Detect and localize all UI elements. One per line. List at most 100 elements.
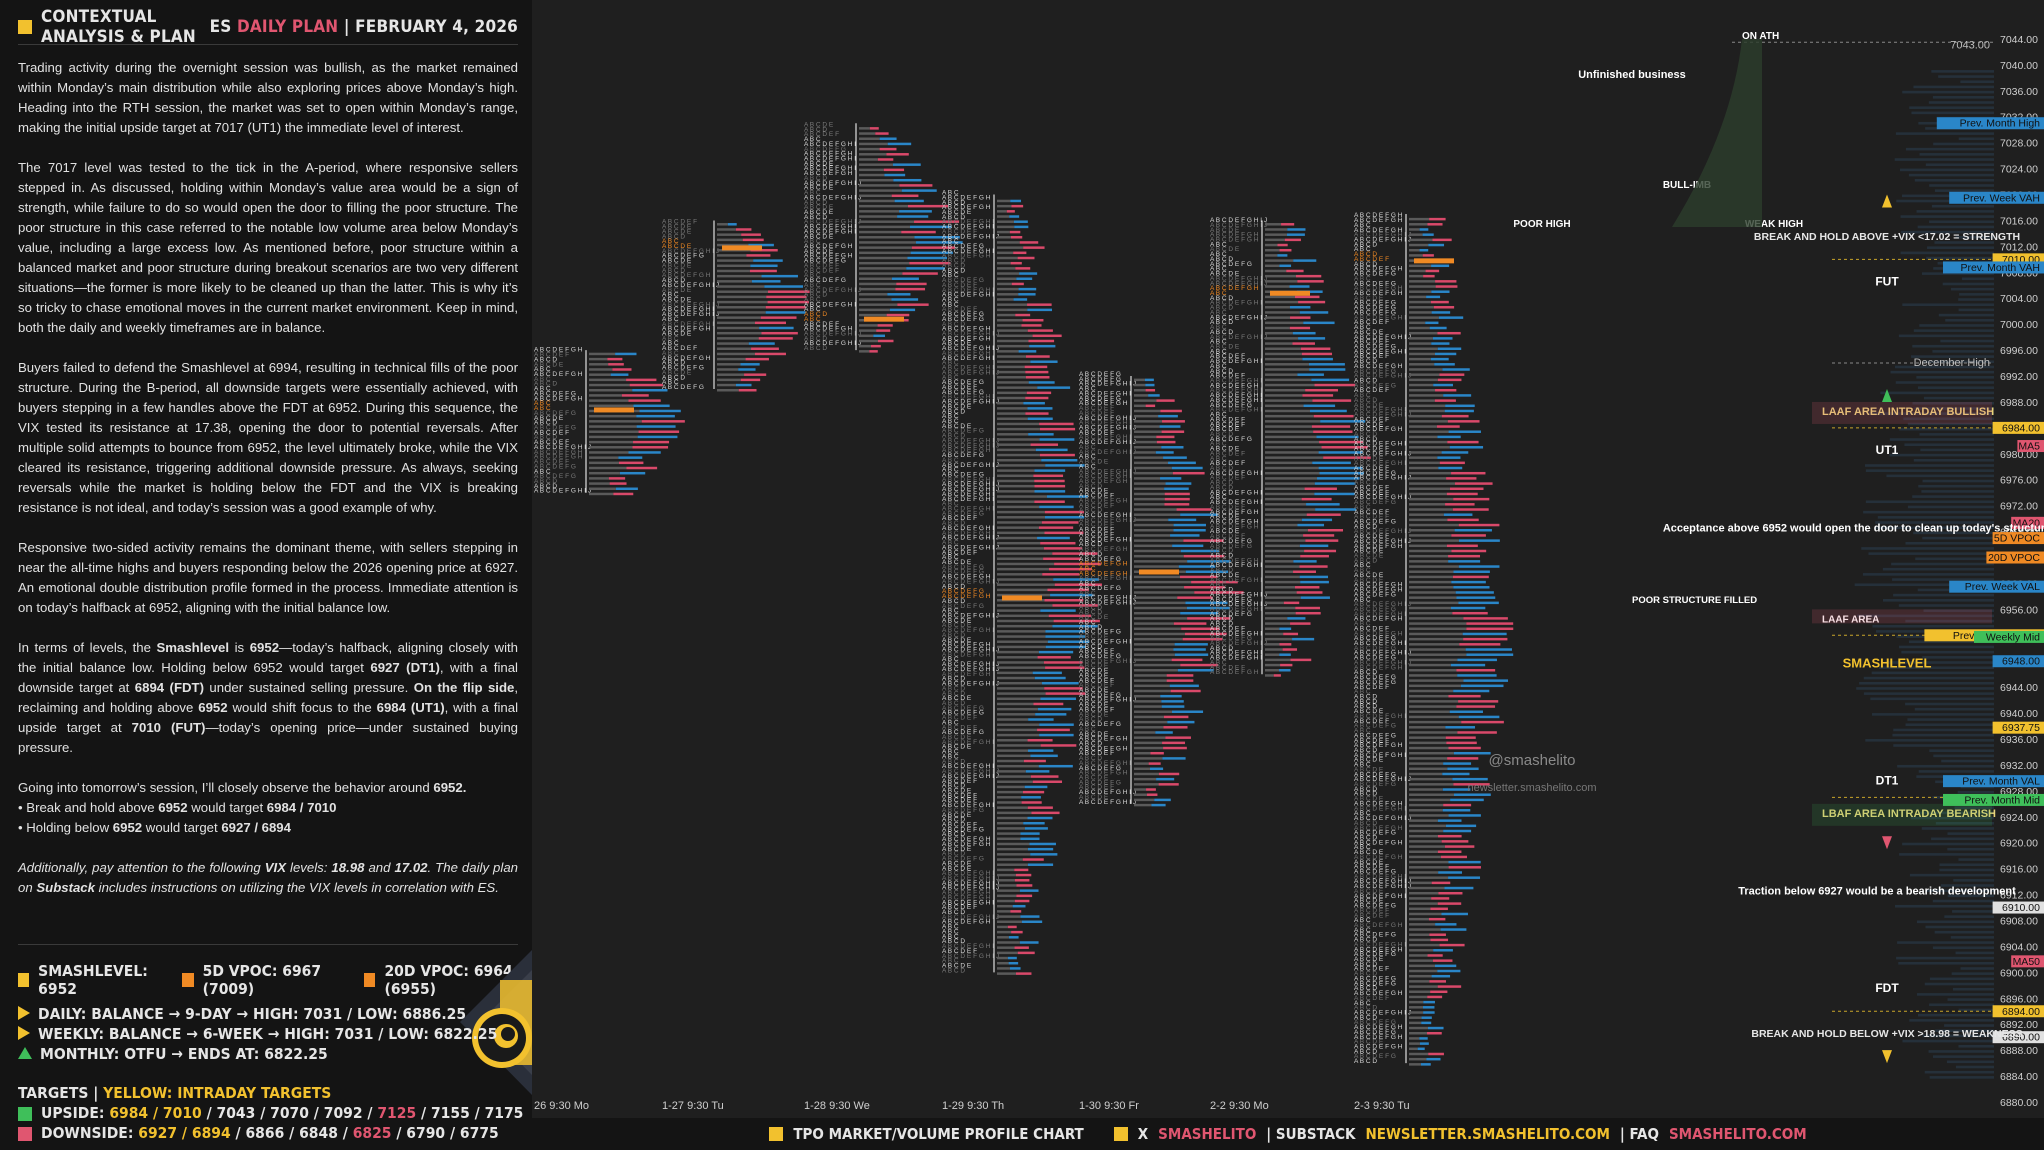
- annotation: POOR HIGH: [1513, 219, 1570, 230]
- volume-bar: [859, 168, 884, 172]
- y-tick-label: 6992.00: [2000, 371, 2038, 383]
- tpo-row: A B C: [942, 418, 959, 425]
- tpo-row: A B C D E F G H I: [1079, 473, 1131, 480]
- up-triangle-icon: [1882, 388, 1892, 402]
- tpo-row: A B C: [1079, 580, 1096, 587]
- tpo-row: A B C D: [942, 267, 965, 274]
- delta-bar: [1426, 1057, 1441, 1061]
- delta-bar: [1163, 726, 1188, 729]
- tpo-row: A B C D E: [804, 204, 834, 211]
- volume-bar: [1409, 409, 1445, 413]
- y-tick-label: 7000.00: [2000, 319, 2038, 331]
- delta-bar: [748, 342, 775, 345]
- delta-bar: [1041, 521, 1079, 524]
- delta-bar: [1423, 1011, 1435, 1014]
- delta-bar: [1027, 816, 1053, 820]
- delta-bar: [1045, 635, 1085, 638]
- composite-bar: [1895, 132, 1994, 135]
- volume-bar: [1409, 969, 1438, 973]
- watermark: @smashelito: [1489, 752, 1576, 769]
- date-label: 2-2 9:30 Mo: [1210, 1100, 1269, 1112]
- volume-bar: [1265, 674, 1274, 677]
- tpo-row: A B C D E F: [1354, 353, 1389, 360]
- price-tag: 20D VPOC: [1988, 552, 2040, 564]
- delta-bar: [1445, 736, 1476, 739]
- tpo-row: A B C D E F G: [804, 146, 846, 153]
- delta-bar: [1048, 614, 1091, 618]
- volume-bar: [997, 593, 1051, 597]
- delta-bar: [1031, 811, 1060, 815]
- volume-bar: [997, 961, 1009, 965]
- delta-bar: [1013, 298, 1028, 301]
- delta-bar: [1319, 471, 1364, 475]
- composite-bar: [1933, 142, 1994, 146]
- delta-bar: [883, 168, 905, 172]
- composite-bar: [1939, 868, 1994, 872]
- volume-bar: [1134, 487, 1165, 491]
- volume-bar: [1409, 959, 1433, 962]
- delta-bar: [1273, 674, 1281, 677]
- y-tick-label: 6900.00: [2000, 967, 2038, 979]
- tpo-row: A B C D E F: [1354, 416, 1389, 423]
- volume-bar: [1265, 399, 1313, 402]
- volume-bar: [859, 158, 878, 161]
- volume-bar: [1265, 446, 1322, 449]
- delta-bar: [1052, 604, 1098, 607]
- footer-faq-link[interactable]: SMASHELITO.COM: [1668, 1125, 1807, 1143]
- delta-bar: [1186, 606, 1231, 610]
- volume-bar: [1409, 627, 1467, 631]
- volume-bar: [1409, 425, 1437, 428]
- volume-bar: [1409, 466, 1439, 470]
- tpo-row: A B C D E F G: [1354, 679, 1396, 686]
- composite-bar: [1928, 1050, 1994, 1053]
- y-tick-label: 6936.00: [2000, 734, 2038, 746]
- tpo-row: A B C D E F: [942, 306, 977, 313]
- delta-bar: [1459, 643, 1501, 646]
- tpo-row: A B C: [534, 376, 551, 383]
- delta-bar: [641, 420, 685, 423]
- delta-bar: [765, 311, 806, 314]
- annotation: FUT: [1875, 274, 1899, 288]
- delta-bar: [1047, 588, 1089, 592]
- footer-x-handle-link[interactable]: SMASHELITO: [1158, 1125, 1257, 1143]
- volume-bar: [1409, 487, 1450, 491]
- footer-substack: | SUBSTACK: [1266, 1125, 1356, 1143]
- composite-bar: [1909, 1019, 1994, 1022]
- volume-bar: [717, 264, 751, 268]
- composite-bar: [1922, 479, 1994, 483]
- tpo-row: A B C D E F G H: [1354, 587, 1403, 594]
- tpo-row: A B C D E F G: [942, 705, 984, 712]
- tpo-row: A B C D: [1079, 643, 1102, 650]
- tpo-row: A B C D E F G H I J: [534, 488, 591, 495]
- delta-bar: [906, 267, 945, 270]
- delta-bar: [1024, 785, 1048, 789]
- volume-bar: [997, 702, 1034, 706]
- tpo-row: A B C D E: [1079, 687, 1109, 694]
- volume-bar: [997, 744, 1041, 747]
- footer-substack-link[interactable]: NEWSLETTER.SMASHELITO.COM: [1365, 1125, 1610, 1143]
- volume-bar: [589, 363, 609, 366]
- delta-bar: [1161, 700, 1184, 703]
- price-tag-box: [1992, 532, 2044, 545]
- delta-bar: [628, 451, 661, 454]
- composite-bar: [1946, 1060, 1994, 1064]
- delta-bar: [735, 383, 752, 387]
- tpo-row: A B C D: [1354, 397, 1377, 404]
- volume-bar: [997, 427, 1040, 431]
- price-tag-box: [2011, 955, 2044, 968]
- tpo-row: A B C D E F G H: [942, 593, 991, 600]
- delta-bar: [1446, 544, 1478, 548]
- tpo-row: A B C D E F G H: [1079, 497, 1128, 504]
- volume-bar: [1409, 617, 1464, 620]
- volume-bar: [997, 827, 1025, 830]
- delta-bar: [1431, 342, 1450, 345]
- price-tag-box: [1943, 261, 2044, 274]
- tpo-row: A B C D E: [662, 262, 692, 269]
- delta-bar: [1023, 401, 1045, 405]
- composite-bar: [1897, 764, 1994, 768]
- composite-bar: [1932, 899, 1994, 903]
- delta-bar: [1466, 622, 1514, 625]
- delta-bar: [615, 352, 637, 356]
- volume-bar: [997, 448, 1036, 452]
- tpo-row: A B C D: [942, 632, 965, 639]
